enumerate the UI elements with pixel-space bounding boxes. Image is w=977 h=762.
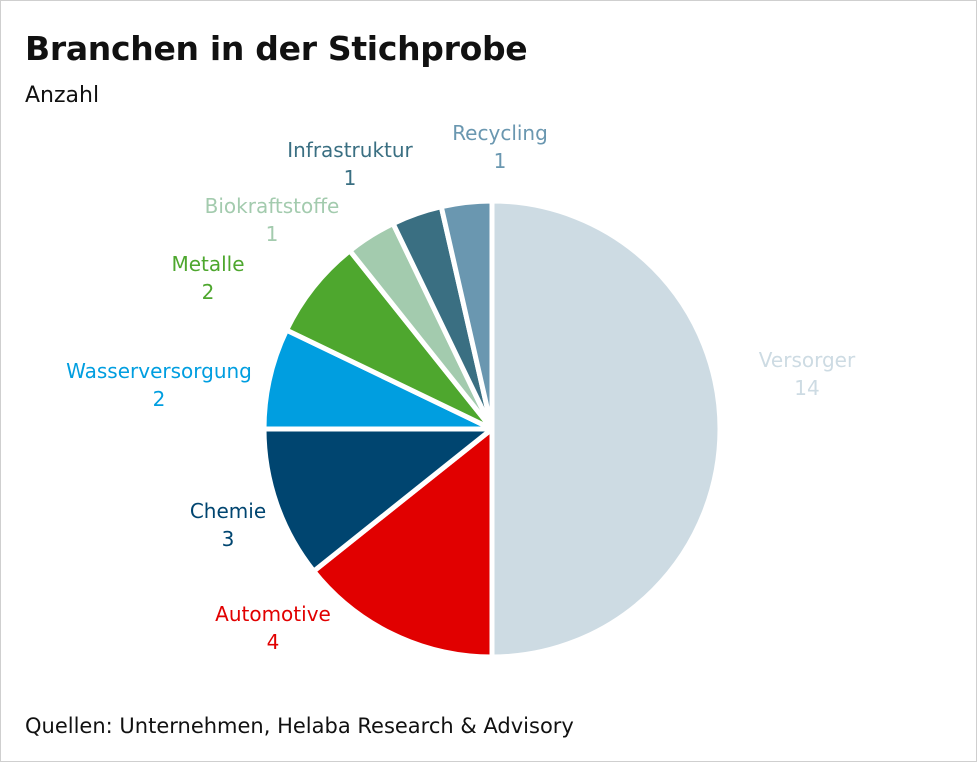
slice-value-chemie: 3 <box>222 527 235 551</box>
slice-label-biokraftstoffe: Biokraftstoffe <box>205 194 340 218</box>
pie-chart: Versorger 14 Automotive 4 Chemie 3 Wasserverso… <box>66 121 856 660</box>
slice-label-recycling: Recycling <box>452 121 548 145</box>
slice-value-metalle: 2 <box>202 280 215 304</box>
slice-value-biokraftstoffe: 1 <box>266 222 279 246</box>
slice-value-wasserversorgung: 2 <box>153 387 166 411</box>
slice-value-recycling: 1 <box>494 149 507 173</box>
pie-slice-automotive <box>311 426 495 660</box>
chart-title: Branchen in der Stichprobe <box>25 29 528 68</box>
source-note: Quellen: Unternehmen, Helaba Research & … <box>25 714 574 738</box>
pie-slice-versorger <box>489 198 723 660</box>
slice-value-automotive: 4 <box>267 630 280 654</box>
pie-labels: Versorger 14 Automotive 4 Chemie 3 Wasserverso… <box>66 121 856 654</box>
chart-subtitle: Anzahl <box>25 83 100 108</box>
slice-value-infrastruktur: 1 <box>344 166 357 190</box>
pie-slices <box>261 198 723 660</box>
slice-label-chemie: Chemie <box>190 499 266 523</box>
slice-label-versorger: Versorger <box>759 348 856 372</box>
slice-value-versorger: 14 <box>794 376 819 400</box>
slice-label-metalle: Metalle <box>171 252 244 276</box>
slice-label-infrastruktur: Infrastruktur <box>287 138 413 162</box>
pie-slice-recycling <box>438 198 495 432</box>
pie-slice-chemie <box>261 426 495 574</box>
slice-label-wasserversorgung: Wasserversorgung <box>66 359 252 383</box>
slice-label-automotive: Automotive <box>215 602 331 626</box>
